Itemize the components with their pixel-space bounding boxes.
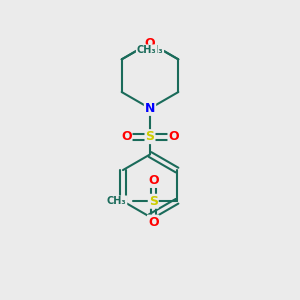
Text: CH₃: CH₃ <box>137 45 156 56</box>
Text: N: N <box>145 102 155 115</box>
Text: S: S <box>146 130 154 143</box>
Text: S: S <box>149 195 158 208</box>
Text: O: O <box>121 130 131 143</box>
Text: CH₃: CH₃ <box>144 45 163 56</box>
Text: O: O <box>148 216 159 229</box>
Text: O: O <box>148 174 159 187</box>
Text: CH₃: CH₃ <box>107 196 127 206</box>
Text: O: O <box>145 37 155 50</box>
Text: O: O <box>169 130 179 143</box>
